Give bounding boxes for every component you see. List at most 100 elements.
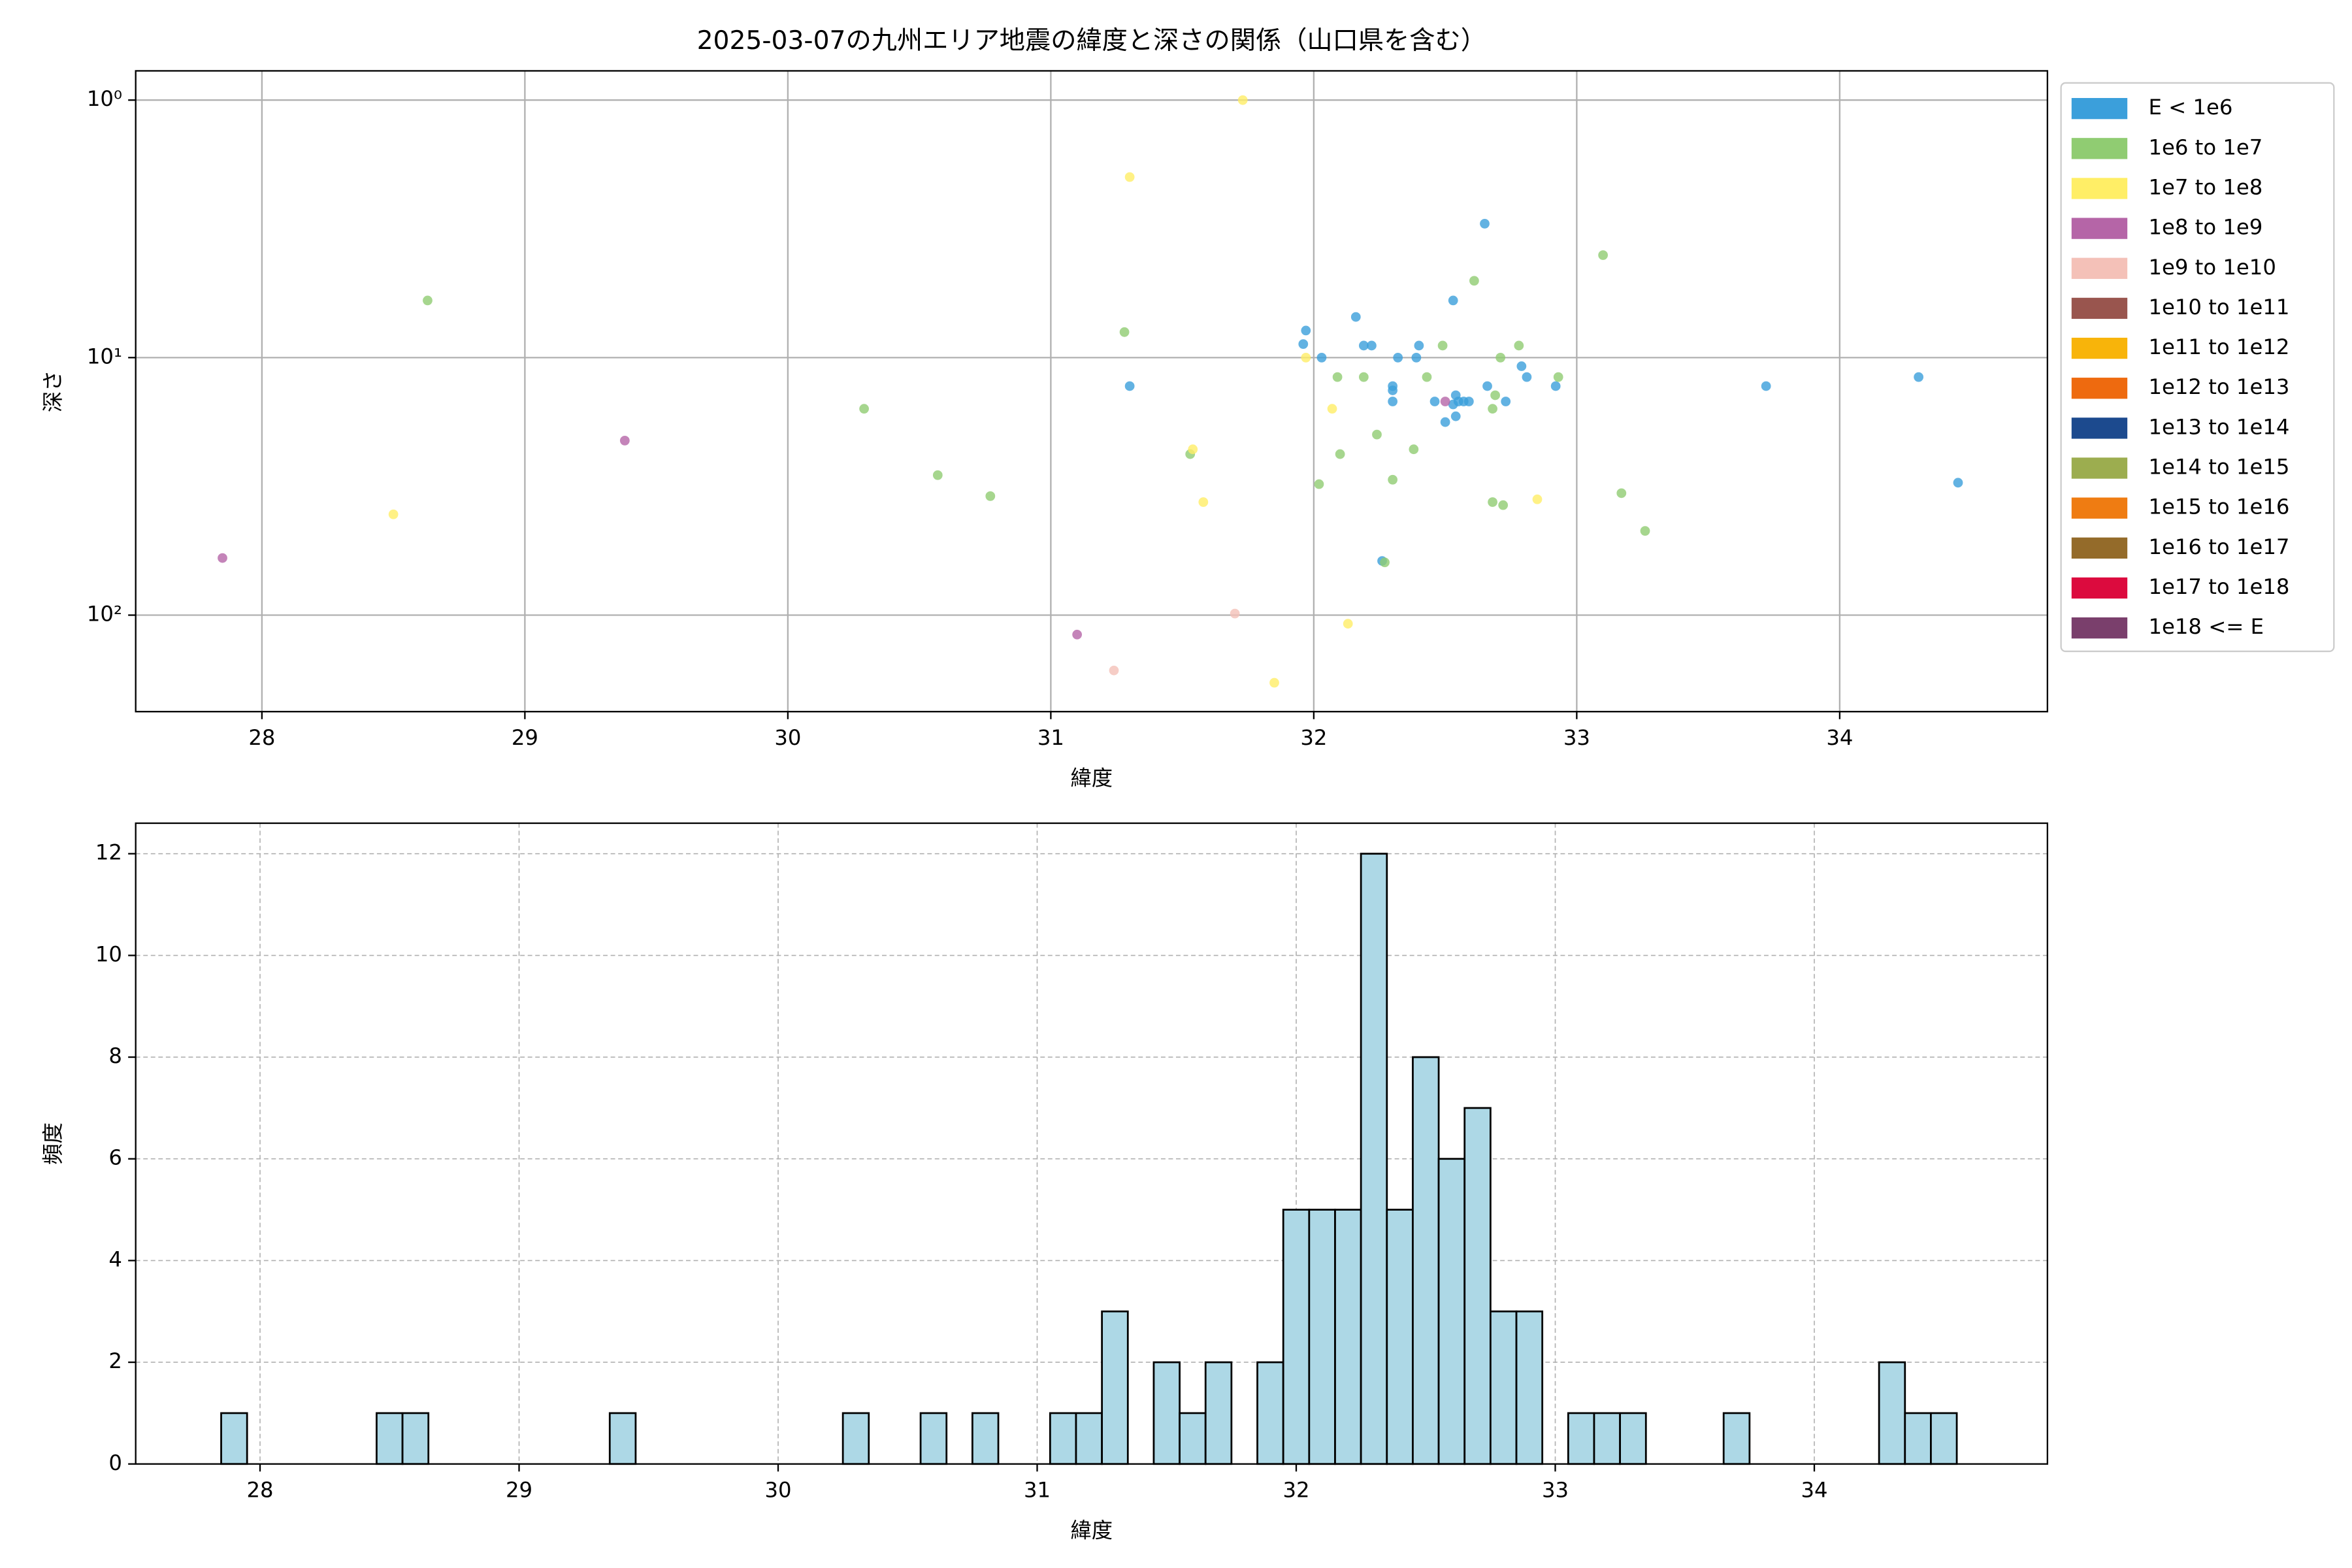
- histogram-bar: [1878, 1361, 1906, 1465]
- legend-swatch: [2071, 617, 2128, 639]
- y-tick-label: 10⁰: [87, 86, 122, 111]
- legend-label: 1e16 to 1e17: [2148, 534, 2289, 559]
- histogram-bar: [1567, 1412, 1595, 1465]
- scatter-point: [1388, 474, 1398, 485]
- y-tick-label: 0: [108, 1450, 122, 1475]
- y-tick-label: 2: [108, 1348, 122, 1373]
- scatter-point: [1314, 479, 1324, 489]
- x-axis-label: 緯度: [1070, 766, 1113, 791]
- scatter-point: [1388, 385, 1398, 395]
- x-tick-label: 31: [1037, 725, 1064, 750]
- scatter-point: [1516, 361, 1527, 371]
- histogram-bar: [1412, 1056, 1440, 1465]
- scatter-point: [1188, 444, 1198, 455]
- scatter-point: [1463, 397, 1474, 406]
- x-tick-label: 31: [1024, 1477, 1051, 1502]
- legend-swatch: [2071, 497, 2128, 519]
- y-tick-label: 10²: [87, 602, 122, 627]
- x-tick-label: 33: [1542, 1477, 1569, 1502]
- x-tick-label: 28: [246, 1477, 273, 1502]
- scatter-point: [619, 435, 630, 446]
- legend-label: 1e8 to 1e9: [2148, 215, 2262, 240]
- legend-swatch: [2071, 337, 2128, 359]
- scatter-point: [1411, 352, 1422, 363]
- scatter-point: [1350, 312, 1361, 322]
- scatter-point: [1119, 327, 1130, 337]
- histogram-bar: [1593, 1412, 1622, 1465]
- histogram-bar: [1075, 1412, 1103, 1465]
- legend-label: 1e9 to 1e10: [2148, 255, 2276, 280]
- scatter-point: [388, 509, 399, 519]
- scatter-point: [1380, 557, 1390, 568]
- y-tick-label: 10¹: [87, 344, 122, 368]
- histogram-bar: [1722, 1412, 1751, 1465]
- legend-swatch: [2071, 378, 2128, 399]
- scatter-point: [932, 470, 943, 480]
- scatter-point: [1440, 417, 1450, 427]
- legend-label: 1e10 to 1e11: [2148, 295, 2289, 319]
- scatter-point: [1358, 340, 1369, 351]
- scatter-point: [1335, 449, 1345, 459]
- scatter-point: [1124, 381, 1135, 391]
- histogram-bar: [1334, 1209, 1362, 1465]
- scatter-point: [1301, 325, 1311, 336]
- scatter-point: [1332, 372, 1343, 382]
- histogram-bar: [1308, 1209, 1336, 1465]
- scatter-point: [1237, 95, 1248, 105]
- histogram-bar: [1256, 1361, 1284, 1465]
- legend-label: 1e18 <= E: [2148, 614, 2264, 639]
- x-tick-label: 33: [1563, 725, 1590, 750]
- histogram-bar: [1904, 1412, 1932, 1465]
- legend-label: 1e13 to 1e14: [2148, 414, 2289, 439]
- x-tick-label: 32: [1282, 1477, 1309, 1502]
- scatter-point: [1488, 404, 1497, 414]
- histogram-bar: [1204, 1361, 1233, 1465]
- legend-label: 1e12 to 1e13: [2148, 374, 2289, 399]
- scatter-point: [1501, 397, 1511, 406]
- scatter-point: [985, 491, 996, 501]
- histogram-bar: [1437, 1158, 1466, 1465]
- scatter-point: [1343, 619, 1353, 629]
- x-tick-label: 34: [1826, 725, 1853, 750]
- histogram-bar: [1152, 1361, 1181, 1465]
- legend-swatch: [2071, 138, 2128, 159]
- histogram-bar: [1049, 1412, 1077, 1465]
- histogram-bar: [1619, 1412, 1647, 1465]
- histogram-bar: [1386, 1209, 1414, 1465]
- plot-frame: [135, 822, 2048, 1465]
- scatter-point: [1414, 340, 1424, 351]
- chart-title: 2025-03-07の九州エリア地震の緯度と深さの関係（山口県を含む）: [697, 26, 1486, 56]
- scatter-point: [1532, 494, 1543, 504]
- scatter-point: [1269, 678, 1279, 688]
- plot-frame: [135, 70, 2048, 713]
- x-tick-label: 34: [1801, 1477, 1827, 1502]
- legend-swatch: [2071, 577, 2128, 599]
- scatter-point: [859, 404, 869, 414]
- scatter-point: [1490, 390, 1500, 400]
- scatter-point: [1448, 399, 1458, 410]
- scatter-point: [1327, 404, 1337, 414]
- x-tick-label: 28: [248, 725, 275, 750]
- scatter-point: [1550, 381, 1561, 391]
- x-tick-label: 29: [512, 725, 538, 750]
- histogram-bar: [1463, 1107, 1492, 1465]
- legend-label: E < 1e6: [2148, 95, 2232, 120]
- scatter-point: [1358, 372, 1369, 382]
- scatter-point: [1388, 397, 1398, 406]
- histogram-bar: [1930, 1412, 1958, 1465]
- x-tick-label: 30: [764, 1477, 791, 1502]
- legend-box: [2060, 82, 2335, 653]
- y-tick-label: 8: [108, 1043, 122, 1068]
- y-tick-label: 12: [95, 840, 122, 865]
- scatter-point: [1301, 352, 1311, 363]
- x-tick-label: 32: [1300, 725, 1327, 750]
- scatter-point: [1393, 352, 1403, 363]
- histogram-bar: [1282, 1209, 1311, 1465]
- legend-swatch: [2071, 257, 2128, 279]
- histogram-bar: [1101, 1310, 1129, 1465]
- histogram-bar: [1360, 853, 1388, 1465]
- legend-label: 1e15 to 1e16: [2148, 495, 2289, 519]
- legend-label: 1e14 to 1e15: [2148, 455, 2289, 480]
- scatter-point: [1953, 478, 1963, 488]
